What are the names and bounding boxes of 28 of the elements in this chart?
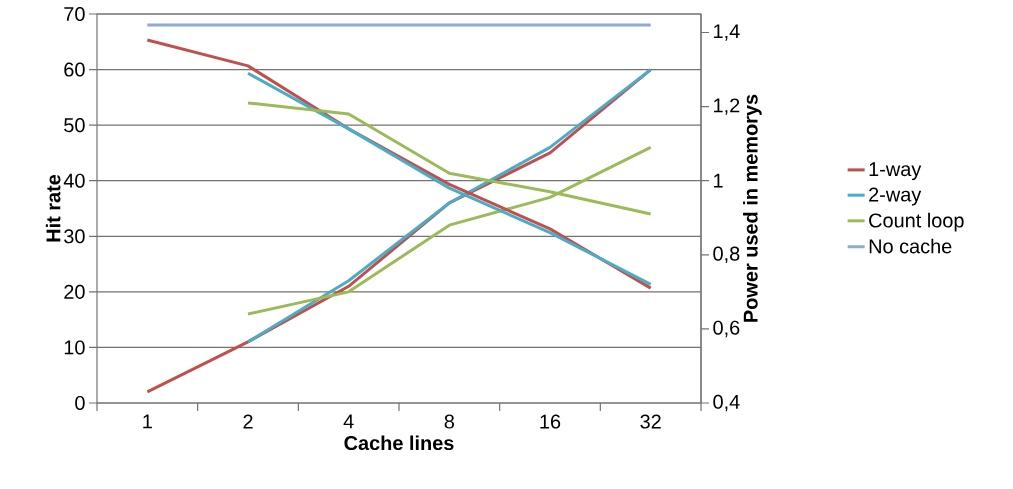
- x-tick-label: 2: [243, 414, 253, 429]
- y2-tick-label: 0,8: [713, 246, 740, 264]
- y2-tick-label: 0,4: [713, 394, 740, 412]
- x-tick-label: 16: [540, 414, 561, 429]
- x-tick-label: 4: [343, 414, 354, 429]
- line-series: [246, 68, 653, 344]
- y2-tick-label: 0,6: [713, 320, 740, 338]
- legend-label: 2-way: [869, 187, 922, 206]
- y-tick-label: 60: [64, 62, 85, 77]
- y-tick-label: 70: [64, 6, 85, 22]
- y-tick-label: 40: [63, 173, 85, 188]
- x-tick-label: 8: [444, 414, 455, 429]
- y-tick-label: 0: [75, 395, 85, 411]
- y2-axis-title: Power used in memorys: [743, 94, 762, 322]
- legend-label: Count loop: [869, 212, 964, 232]
- y2-tick-label: 1: [714, 173, 723, 188]
- legend-label: 1-way: [869, 162, 922, 181]
- y-tick-label: 10: [64, 340, 85, 355]
- x-axis-title: Cache lines: [344, 435, 454, 451]
- y-axis-title: Hit rate: [45, 174, 61, 242]
- y2-tick-label: 1,4: [714, 24, 740, 41]
- y-tick-label: 30: [64, 229, 85, 244]
- legend-label: No cache: [869, 238, 952, 254]
- x-tick-label: 32: [640, 414, 661, 429]
- x-tick-label: 1: [143, 414, 152, 429]
- y-tick-label: 20: [64, 284, 85, 299]
- y-tick-label: 50: [64, 118, 85, 133]
- y2-tick-label: 1,2: [714, 98, 740, 115]
